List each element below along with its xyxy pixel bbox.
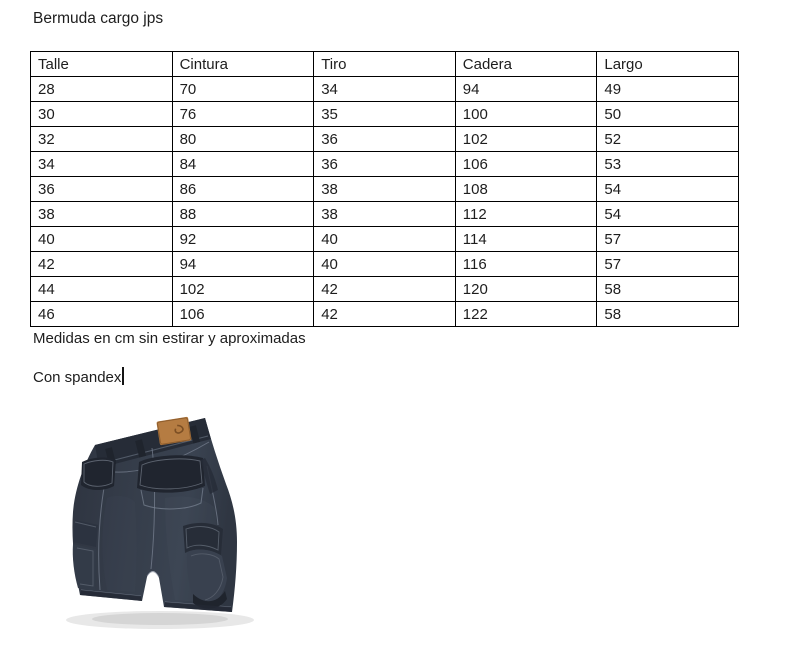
table-cell[interactable]: 84 <box>171 151 315 177</box>
doc-title[interactable]: Bermuda cargo jps <box>33 10 164 27</box>
table-row: 38 88 38 112 54 <box>30 201 739 227</box>
column-header[interactable]: Cintura <box>171 51 315 77</box>
table-cell[interactable]: 35 <box>313 101 456 127</box>
table-cell[interactable]: 40 <box>313 251 456 277</box>
table-row: 34 84 36 106 53 <box>30 151 739 177</box>
table-cell[interactable]: 106 <box>171 301 315 327</box>
table-cell[interactable]: 116 <box>454 251 598 277</box>
size-table: Talle Cintura Tiro Cadera Largo 28 70 34 94 49 30… <box>30 51 739 327</box>
table-cell[interactable]: 57 <box>596 251 739 277</box>
table-cell[interactable]: 36 <box>313 151 456 177</box>
table-cell[interactable]: 92 <box>171 226 315 252</box>
table-cell[interactable]: 40 <box>30 226 173 252</box>
table-cell[interactable]: 114 <box>454 226 598 252</box>
table-cell[interactable]: 53 <box>596 151 739 177</box>
table-cell[interactable]: 28 <box>30 76 173 102</box>
table-cell[interactable]: 112 <box>454 201 598 227</box>
product-image-cargo-shorts[interactable] <box>55 398 305 642</box>
table-cell[interactable]: 94 <box>171 251 315 277</box>
text-caret <box>122 367 124 385</box>
cargo-shorts-back-view-illustration <box>66 416 254 629</box>
table-cell[interactable]: 76 <box>171 101 315 127</box>
table-cell[interactable]: 30 <box>30 101 173 127</box>
back-pocket-left <box>81 457 116 491</box>
table-cell[interactable]: 38 <box>313 176 456 202</box>
leather-brand-patch <box>156 416 192 446</box>
table-cell[interactable]: 106 <box>454 151 598 177</box>
table-cell[interactable]: 80 <box>171 126 315 152</box>
side-seam-right <box>201 458 218 494</box>
note-material[interactable]: Con spandex <box>33 367 124 389</box>
table-row: 46 106 42 122 58 <box>30 301 739 327</box>
table-cell[interactable]: 58 <box>596 301 739 327</box>
table-row: 36 86 38 108 54 <box>30 176 739 202</box>
table-cell[interactable]: 44 <box>30 276 173 302</box>
table-cell[interactable]: 58 <box>596 276 739 302</box>
table-cell[interactable]: 49 <box>596 76 739 102</box>
table-cell[interactable]: 34 <box>30 151 173 177</box>
table-cell[interactable]: 54 <box>596 201 739 227</box>
table-cell[interactable]: 57 <box>596 226 739 252</box>
table-row: 44 102 42 120 58 <box>30 276 739 302</box>
back-pocket-right <box>137 455 205 510</box>
table-cell[interactable]: 38 <box>313 201 456 227</box>
table-cell[interactable]: 32 <box>30 126 173 152</box>
table-cell[interactable]: 100 <box>454 101 598 127</box>
cargo-pocket-left <box>72 520 98 591</box>
table-cell[interactable]: 42 <box>313 301 456 327</box>
note-measures[interactable]: Medidas en cm sin estirar y aproximadas <box>33 330 306 347</box>
table-cell[interactable]: 70 <box>171 76 315 102</box>
table-cell[interactable]: 102 <box>171 276 315 302</box>
table-cell[interactable]: 52 <box>596 126 739 152</box>
table-cell[interactable]: 46 <box>30 301 173 327</box>
cargo-pocket-right <box>183 522 227 609</box>
shorts-shadow <box>66 611 254 629</box>
column-header[interactable]: Tiro <box>313 51 456 77</box>
header-row: Talle Cintura Tiro Cadera Largo <box>30 51 739 77</box>
table-row: 30 76 35 100 50 <box>30 101 739 127</box>
table-cell[interactable]: 42 <box>313 276 456 302</box>
table-cell[interactable]: 54 <box>596 176 739 202</box>
table-row: 42 94 40 116 57 <box>30 251 739 277</box>
table-cell[interactable]: 42 <box>30 251 173 277</box>
table-cell[interactable]: 94 <box>454 76 598 102</box>
table-cell[interactable]: 120 <box>454 276 598 302</box>
table-cell[interactable]: 36 <box>30 176 173 202</box>
table-row: 40 92 40 114 57 <box>30 226 739 252</box>
table-cell[interactable]: 38 <box>30 201 173 227</box>
table-cell[interactable]: 108 <box>454 176 598 202</box>
table-cell[interactable]: 36 <box>313 126 456 152</box>
table-cell[interactable]: 122 <box>454 301 598 327</box>
column-header[interactable]: Talle <box>30 51 173 77</box>
table-row: 32 80 36 102 52 <box>30 126 739 152</box>
table-cell[interactable]: 88 <box>171 201 315 227</box>
column-header[interactable]: Largo <box>596 51 739 77</box>
note-material-text: Con spandex <box>33 369 122 386</box>
table-cell[interactable]: 102 <box>454 126 598 152</box>
column-header[interactable]: Cadera <box>454 51 598 77</box>
table-cell[interactable]: 50 <box>596 101 739 127</box>
table-cell[interactable]: 86 <box>171 176 315 202</box>
table-cell[interactable]: 40 <box>313 226 456 252</box>
table-cell[interactable]: 34 <box>313 76 456 102</box>
table-body: 28 70 34 94 49 30 76 35 100 50 32 80 36 102 52 34 84 36 10… <box>30 76 739 327</box>
table-row: 28 70 34 94 49 <box>30 76 739 102</box>
